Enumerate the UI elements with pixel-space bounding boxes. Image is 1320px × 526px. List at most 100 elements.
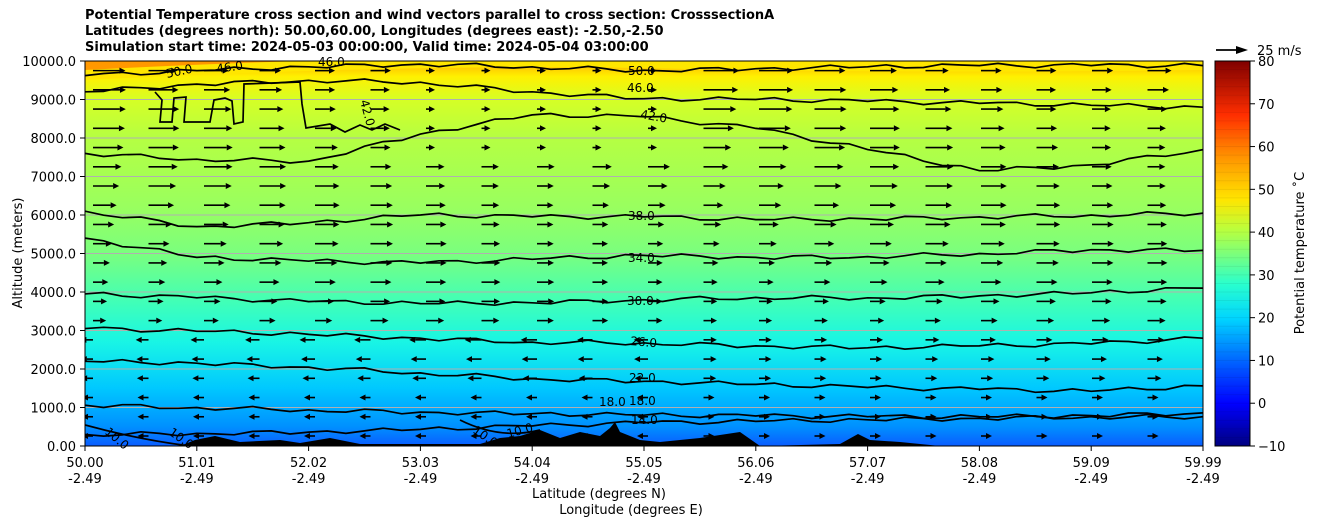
wind-vector <box>426 144 435 151</box>
wind-vector <box>315 106 336 113</box>
wind-vector <box>981 259 1004 266</box>
wind-vector <box>814 67 846 74</box>
wind-vector <box>1036 240 1060 247</box>
wind-vector <box>304 413 315 420</box>
wind-vector <box>759 144 789 151</box>
y-tick-label: 1000.0 <box>31 402 77 417</box>
chart-title-line-3: Simulation start time: 2024-05-03 00:00:… <box>85 40 649 55</box>
wind-vector <box>259 125 285 132</box>
warm-top-band <box>85 61 1203 80</box>
wind-vector <box>814 336 828 343</box>
wind-vector <box>703 202 724 209</box>
wind-vector <box>703 125 734 132</box>
contour-labels: 10.0 10.0 10.0 10.0 14.0 18.0 18.0 22.0 … <box>102 55 668 452</box>
wind-vector <box>981 240 1005 247</box>
wind-vector <box>648 317 663 324</box>
wind-vector <box>470 433 482 439</box>
wind-vector <box>814 240 835 247</box>
wind-vector <box>703 375 717 382</box>
wind-vector <box>1036 106 1057 113</box>
wind-vector <box>634 375 648 382</box>
wind-vector <box>370 144 391 151</box>
x-tick-label-lat: 54.04 <box>514 456 551 471</box>
wind-vector <box>537 317 554 324</box>
wind-vector <box>315 67 335 74</box>
chart-title-line-1: Potential Temperature cross section and … <box>85 8 775 23</box>
wind-vector <box>302 375 315 382</box>
wind-vector <box>359 433 371 439</box>
x-tick-label-lon: -2.49 <box>68 472 102 487</box>
wind-vector <box>259 202 286 209</box>
quiver-key-arrowhead <box>1236 46 1248 54</box>
x-tick-label-lat: 52.02 <box>290 456 327 471</box>
wind-vector <box>981 433 992 439</box>
wind-vector <box>137 413 149 420</box>
wind-vector <box>981 163 1007 170</box>
wind-vector <box>648 125 657 132</box>
wind-vector <box>925 86 951 93</box>
wind-vector <box>814 317 828 324</box>
wind-vector <box>521 356 537 363</box>
wind-vector <box>315 202 340 209</box>
wind-vector <box>426 125 435 132</box>
x-tick-label-lon: -2.49 <box>515 472 549 487</box>
wind-vector <box>759 202 782 209</box>
x-tick-label-lat: 56.06 <box>737 456 774 471</box>
wind-vector <box>148 163 178 170</box>
wind-vector <box>481 86 491 93</box>
wind-vector <box>703 240 720 247</box>
wind-vector <box>537 298 555 305</box>
wind-vector <box>537 86 546 93</box>
wind-vector <box>814 394 826 401</box>
wind-vector <box>703 317 718 324</box>
wind-vector <box>1147 125 1166 132</box>
x-tick-label-lon: -2.49 <box>180 472 214 487</box>
wind-vector <box>148 279 166 286</box>
isentrope-10-b <box>459 419 541 435</box>
wind-vector <box>93 259 110 266</box>
x-tick-label-lat: 50.00 <box>66 456 103 471</box>
wind-vector <box>925 106 952 113</box>
wind-vector <box>481 240 501 247</box>
colorbar-gradient <box>1215 61 1250 446</box>
wind-vector <box>759 298 773 305</box>
wind-vector <box>814 106 847 113</box>
y-tick-label: 0.00 <box>47 440 76 455</box>
wind-vector <box>247 375 260 382</box>
wind-vector <box>648 106 657 113</box>
wind-vector <box>190 336 204 343</box>
wind-vector <box>981 67 1002 74</box>
x-tick-label-lat: 53.03 <box>402 456 439 471</box>
x-tick-label-lat: 58.08 <box>961 456 998 471</box>
y-tick-label: 4000.0 <box>31 286 77 301</box>
wind-vector <box>1092 356 1107 363</box>
quiver-key-label: 25 m/s <box>1257 44 1302 59</box>
y-tick-label: 2000.0 <box>31 363 77 378</box>
wind-vector <box>137 433 149 439</box>
wind-vector <box>315 259 338 266</box>
wind-vector <box>925 394 937 401</box>
x-tick-label-lon: -2.49 <box>739 472 773 487</box>
wind-vector <box>703 183 726 189</box>
wind-vector <box>1147 356 1163 363</box>
wind-vector <box>814 183 842 189</box>
wind-vector <box>204 259 225 266</box>
contour-label-22: 22.0 <box>629 371 656 385</box>
wind-vector <box>204 125 233 132</box>
wind-vector <box>870 67 897 74</box>
wind-vector <box>981 356 995 363</box>
quiver-key: 25 m/s <box>1216 44 1302 59</box>
wind-vector <box>299 336 315 343</box>
wind-vector <box>1092 394 1103 401</box>
wind-vector <box>370 221 394 228</box>
y-tick-label: 5000.0 <box>31 248 77 263</box>
wind-vector <box>204 183 232 189</box>
wind-vector <box>191 356 204 363</box>
wind-vector <box>1036 183 1060 189</box>
x-tick-label-lon: -2.49 <box>404 472 438 487</box>
wind-vector <box>315 317 333 324</box>
wind-vector <box>315 279 336 286</box>
wind-vector <box>1147 67 1172 74</box>
wind-vector <box>1036 67 1057 74</box>
